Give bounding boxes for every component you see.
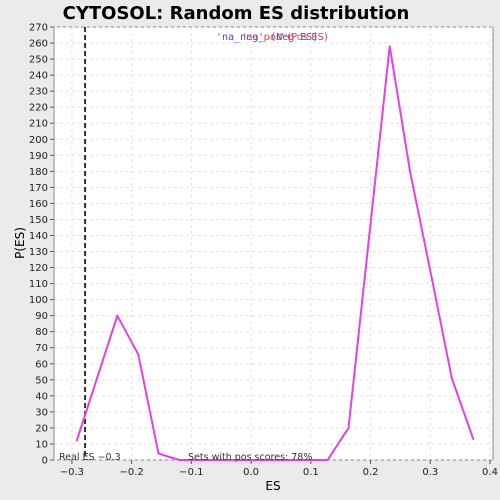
y-tick-label: 100 bbox=[29, 295, 48, 306]
y-tick-label: 240 bbox=[29, 71, 48, 82]
es-distribution-point bbox=[326, 459, 329, 461]
es-distribution-point bbox=[409, 170, 411, 173]
legend-neg-label: 'na_neg' (Neg ES) bbox=[216, 32, 318, 43]
es-distribution-point bbox=[472, 438, 475, 440]
y-tick-label: 70 bbox=[35, 343, 48, 354]
y-tick-label: 10 bbox=[35, 439, 48, 450]
es-distribution-point bbox=[137, 353, 140, 355]
legend-pos-label: 'na_pos' (Pos ES) bbox=[243, 32, 328, 43]
x-tick-label: 0.2 bbox=[363, 467, 379, 478]
x-tick-label: 0.0 bbox=[243, 467, 259, 478]
y-axis-label: P(ES) bbox=[13, 227, 27, 259]
y-tick-label: 190 bbox=[29, 151, 48, 162]
grid bbox=[54, 26, 493, 461]
y-tick-label: 210 bbox=[29, 119, 48, 130]
es-distribution-point bbox=[116, 314, 119, 317]
y-tick-label: 160 bbox=[29, 199, 48, 210]
pos-scores-annotation: Sets with pos scores: 78% bbox=[188, 452, 312, 463]
y-tick-label: 250 bbox=[29, 55, 48, 66]
x-tick-label: −0.1 bbox=[179, 467, 203, 478]
legend: 'na_neg' (Neg ES) 'na_pos' (Pos ES) bbox=[216, 27, 328, 44]
y-tick-label: 270 bbox=[29, 23, 48, 34]
y-tick-label: 200 bbox=[29, 135, 48, 146]
y-tick-label: 30 bbox=[35, 407, 48, 418]
y-tick-label: 130 bbox=[29, 247, 48, 258]
y-tick-label: 140 bbox=[29, 231, 48, 242]
y-tick-label: 150 bbox=[29, 215, 48, 226]
y-tick-label: 220 bbox=[29, 103, 48, 114]
y-tick-label: 180 bbox=[29, 167, 48, 178]
axes: 0 10 20 30 40 50 60 70 80 90 100 110 120 130 140 150 160… bbox=[29, 23, 498, 479]
y-tick-label: 170 bbox=[29, 183, 48, 194]
y-tick-label: 40 bbox=[35, 391, 48, 402]
es-distribution-point bbox=[306, 459, 309, 461]
y-tick-label: 260 bbox=[29, 39, 48, 50]
y-tick-label: 60 bbox=[35, 359, 48, 370]
x-tick-label: 0.3 bbox=[422, 467, 438, 478]
y-tick-label: 230 bbox=[29, 87, 48, 98]
x-tick-label: 0.4 bbox=[482, 467, 498, 478]
plot-background bbox=[53, 26, 494, 461]
es-distribution-point bbox=[157, 452, 160, 455]
x-tick-label: 0.1 bbox=[303, 467, 319, 478]
es-distribution-point bbox=[178, 459, 181, 461]
y-tick-label: 20 bbox=[35, 423, 48, 434]
y-tick-label: 80 bbox=[35, 327, 48, 338]
es-distribution-point bbox=[450, 377, 453, 380]
es-distribution-point bbox=[388, 45, 391, 48]
y-tick-label: 0 bbox=[42, 456, 48, 467]
y-tick-label: 90 bbox=[35, 311, 48, 322]
x-axis-label: ES bbox=[265, 479, 280, 493]
real-es-label: Real ES −0.3 bbox=[59, 452, 121, 463]
chart-title: CYTOSOL: Random ES distribution bbox=[63, 3, 410, 24]
series-layer bbox=[75, 45, 475, 461]
es-distribution-point bbox=[347, 427, 350, 429]
y-tick-label: 110 bbox=[29, 279, 48, 290]
x-tick-label: −0.2 bbox=[119, 467, 143, 478]
es-distribution-point bbox=[429, 269, 432, 272]
x-tick-label: −0.3 bbox=[60, 467, 84, 478]
es-distribution-point bbox=[75, 439, 78, 442]
y-tick-label: 50 bbox=[35, 375, 48, 386]
y-tick-label: 120 bbox=[29, 263, 48, 274]
